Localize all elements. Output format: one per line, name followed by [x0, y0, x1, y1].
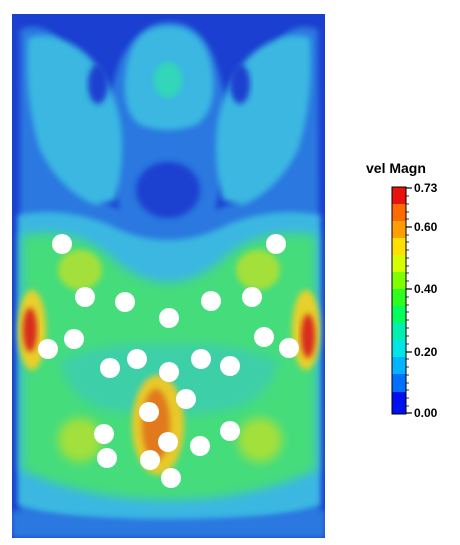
colorbar-minor-ticks: [406, 195, 409, 407]
cylinder: [139, 402, 159, 422]
cylinder: [176, 389, 196, 409]
tick-label: 0.20: [414, 345, 438, 359]
colorbar-segment: [392, 392, 406, 414]
legend-title: vel Magn: [366, 160, 426, 176]
cylinder: [279, 338, 299, 358]
cylinder: [159, 362, 179, 382]
upper-right-jet: [236, 250, 280, 290]
upper-left-jet: [58, 250, 102, 290]
colorbar: [391, 186, 412, 415]
cylinder: [115, 292, 135, 312]
cylinder: [64, 329, 84, 349]
cylinder: [242, 287, 262, 307]
cylinder: [52, 234, 72, 254]
cylinder: [140, 450, 160, 470]
cylinder: [254, 327, 274, 347]
right-wall-jet-core: [301, 314, 315, 358]
left-eddy: [88, 64, 108, 104]
colorbar-segment: [392, 272, 406, 289]
cylinder: [161, 468, 181, 488]
colorbar-segment: [392, 357, 406, 374]
tick-label-max: 0.73: [414, 181, 438, 195]
cylinder: [220, 356, 240, 376]
lower-left-zone: [58, 418, 102, 462]
colorbar-segment: [392, 255, 406, 272]
colorbar-segment: [392, 306, 406, 323]
colorbar-segment: [392, 323, 406, 340]
cylinder: [38, 339, 58, 359]
colorbar-frame: [391, 186, 407, 415]
colorbar-segment: [392, 238, 406, 255]
cylinder: [190, 436, 210, 456]
colorbar-segment: [392, 204, 406, 221]
colorbar-segment: [392, 289, 406, 306]
tick-label: 0.40: [414, 282, 438, 296]
cylinder: [97, 448, 117, 468]
flow-domain: [12, 14, 325, 538]
colorbar-segment: [392, 221, 406, 238]
cylinder-array: [38, 234, 299, 488]
cylinder: [75, 287, 95, 307]
cylinder: [94, 424, 114, 444]
cylinder: [191, 349, 211, 369]
left-wall-jet-core: [23, 308, 37, 352]
right-eddy: [230, 64, 250, 104]
cylinder: [158, 432, 178, 452]
lower-right-zone: [238, 418, 282, 462]
cylinder: [127, 349, 147, 369]
colorbar-segment: [392, 187, 406, 204]
cylinder: [220, 421, 240, 441]
cylinder: [266, 234, 286, 254]
tick-label: 0.60: [414, 220, 438, 234]
colorbar-segment: [392, 340, 406, 357]
cylinder: [159, 308, 179, 328]
cylinder: [201, 291, 221, 311]
bottom-blue-region: [12, 510, 325, 538]
center-eddy: [136, 162, 200, 218]
cylinder: [100, 358, 120, 378]
tick-label-min: 0.00: [414, 406, 438, 420]
plume-core: [154, 62, 182, 98]
colorbar-segment: [392, 374, 406, 392]
